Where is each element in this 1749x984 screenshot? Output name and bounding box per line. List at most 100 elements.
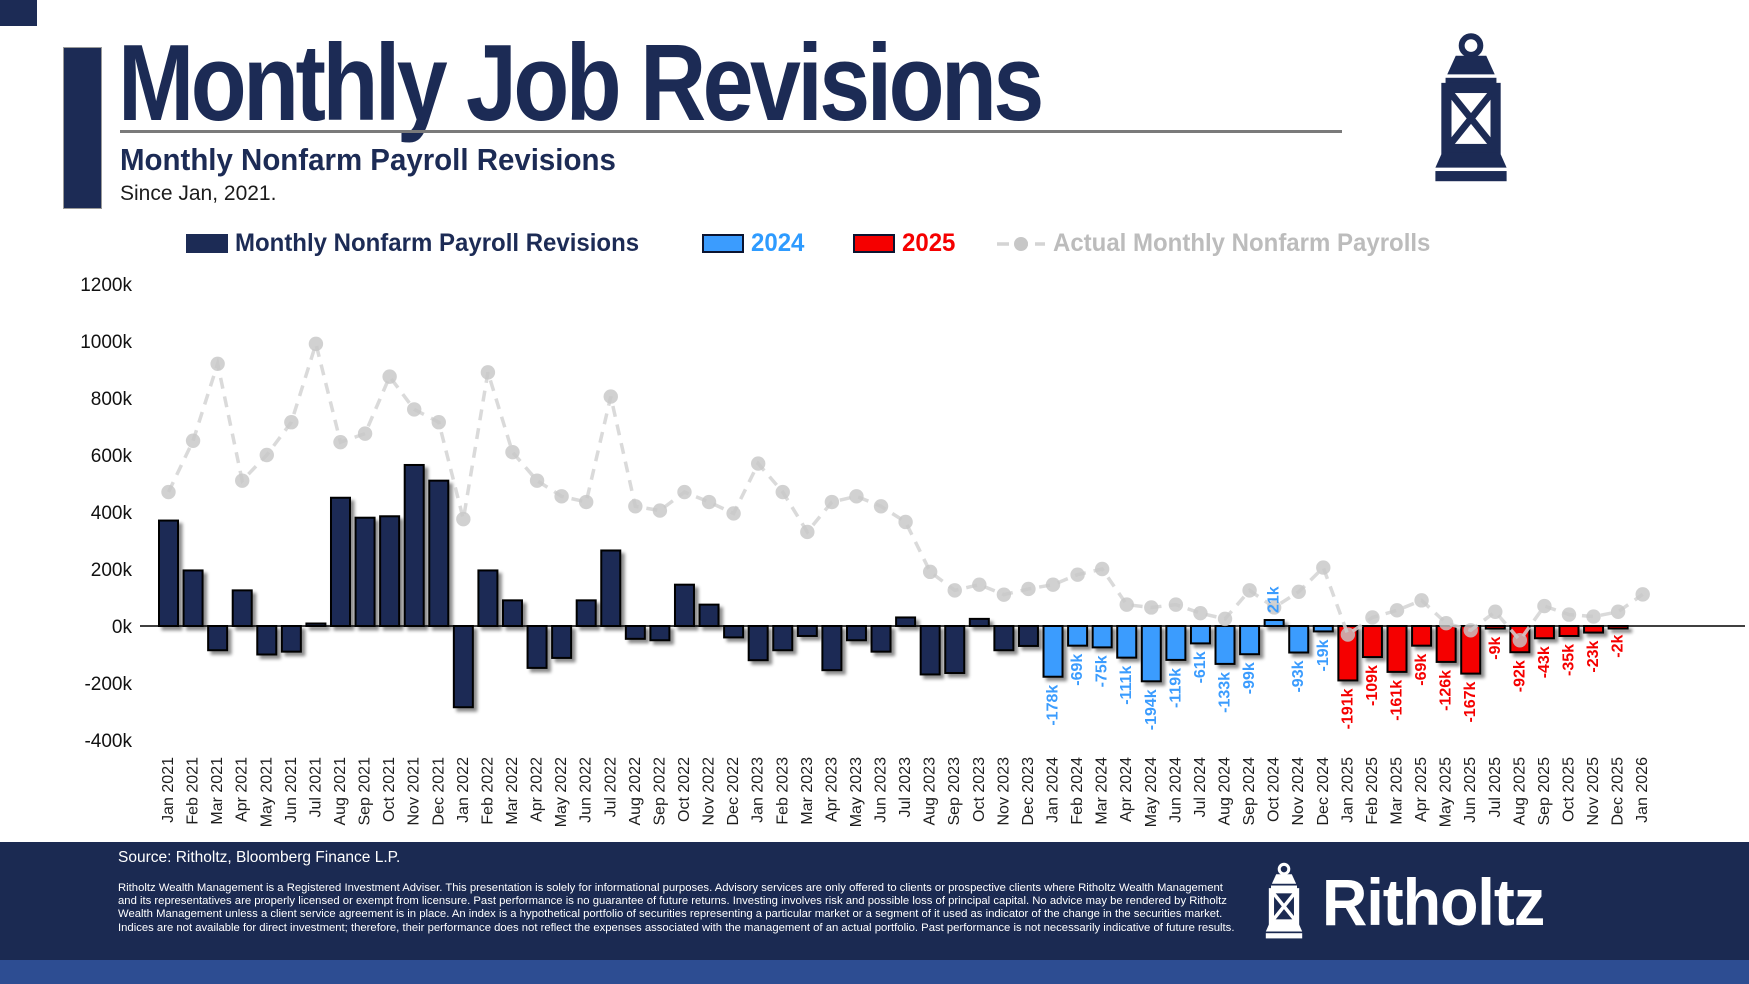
bar-value-label: -111k (1118, 666, 1135, 705)
bar-value-label: -69k (1069, 654, 1086, 686)
page-title: Monthly Job Revisions (118, 23, 1044, 144)
revision-bar (403, 463, 425, 627)
bar-value-label: -19k (1315, 639, 1332, 671)
bar-value-label: -178k (1045, 685, 1062, 726)
bar-value-label: -191k (1339, 688, 1356, 729)
actual-payrolls-dot (505, 444, 520, 460)
actual-payrolls-dot (480, 365, 496, 380)
x-axis-month-label: Jan 2023 (750, 757, 767, 823)
actual-payrolls-dot (456, 511, 471, 527)
x-axis-month-label: Feb 2025 (1364, 757, 1381, 825)
revision-bar (231, 589, 253, 627)
revision-bar (845, 625, 867, 642)
x-axis-month-label: Oct 2021 (381, 757, 398, 822)
legend-actual-label: Actual Monthly Nonfarm Payrolls (1053, 229, 1431, 257)
source-text: Source: Ritholtz, Bloomberg Finance L.P. (118, 849, 401, 866)
actual-payrolls-dot (628, 499, 643, 514)
x-axis-month-label: Mar 2021 (209, 757, 226, 825)
actual-payrolls-dot (161, 484, 176, 500)
x-axis-month-label: Oct 2025 (1560, 757, 1577, 822)
revision-bar (1607, 625, 1629, 630)
actual-payrolls-dot (431, 415, 446, 430)
x-axis-month-label: Aug 2022 (627, 757, 644, 826)
revision-bar (1533, 625, 1555, 640)
actual-payrolls-dot (1340, 627, 1356, 642)
actual-payrolls-dot (1316, 560, 1331, 575)
bars-group (158, 463, 1629, 709)
revision-bar (182, 569, 204, 627)
revision-bar (1067, 625, 1089, 647)
x-axis-month-label: Jun 2023 (873, 757, 890, 823)
lantern-logo-icon (1435, 33, 1507, 182)
x-axis-month-label: Jun 2022 (578, 757, 595, 823)
actual-payrolls-dot (529, 473, 545, 488)
revision-bar (1017, 625, 1039, 647)
x-axis-month-label: Sep 2023 (946, 757, 963, 826)
actual-payrolls-dot (701, 494, 717, 510)
revision-bar (1042, 625, 1064, 678)
actual-payrolls-dot (652, 503, 668, 518)
actual-payrolls-dot (849, 489, 864, 504)
actual-payrolls-dot (726, 506, 741, 521)
bar-value-label: -2k (1610, 634, 1627, 657)
x-axis-month-label: Sep 2021 (357, 757, 374, 826)
actual-payrolls-dot (1168, 597, 1184, 612)
revision-bar (919, 625, 941, 676)
bar-value-label: -194k (1143, 689, 1160, 730)
revision-bar (1288, 625, 1310, 654)
revision-bar (895, 616, 917, 628)
actual-payrolls-dot (750, 456, 766, 471)
revision-bar (305, 622, 327, 627)
y-axis-tick-label: -400k (84, 731, 132, 752)
revision-bar (526, 625, 548, 669)
chart-legend: Monthly Nonfarm Payroll Revisions 2024 2… (186, 229, 1446, 258)
legend-item-2024: 2024 (701, 229, 807, 258)
bar-value-label: -99k (1241, 662, 1258, 694)
revision-bar (870, 625, 892, 653)
actual-payrolls-dot (1512, 633, 1528, 648)
actual-payrolls-dot (407, 402, 422, 417)
actual-payrolls-dot (210, 356, 225, 371)
actual-payrolls-dot (235, 473, 250, 488)
x-axis-month-label: Oct 2023 (971, 757, 988, 822)
revision-bar (379, 515, 401, 628)
legend-revisions-label: Monthly Nonfarm Payroll Revisions (235, 229, 640, 257)
corner-accent-box (0, 0, 37, 26)
actual-payrolls-dot (996, 587, 1012, 602)
revision-bar (1484, 625, 1506, 630)
x-axis-month-label: Sep 2022 (651, 757, 668, 826)
x-axis-month-label: Mar 2022 (504, 757, 521, 825)
y-axis-tick-label: 1000k (80, 332, 132, 353)
actual-payrolls-dot (1144, 600, 1159, 615)
x-axis-month-label: Apr 2023 (823, 757, 840, 822)
actual-payrolls-dot (922, 564, 938, 580)
chart-subtitle: Since Jan, 2021. (120, 182, 277, 205)
bar-value-label: -69k (1413, 654, 1430, 686)
revision-bar (1140, 625, 1162, 683)
actual-payrolls-dot (1266, 600, 1282, 615)
x-axis-month-label: Aug 2023 (922, 757, 939, 826)
actual-payrolls-dot (578, 494, 594, 510)
x-axis-month-label: Jan 2026 (1634, 757, 1651, 823)
swatch-2025 (852, 234, 895, 253)
footer-brand: Ritholtz (1258, 862, 1556, 942)
y-axis-tick-label: 600k (91, 446, 133, 467)
revision-bar (796, 625, 818, 637)
x-axis-month-label: Dec 2024 (1315, 757, 1332, 826)
revision-bar (747, 625, 769, 662)
revision-bar (968, 617, 990, 627)
revision-bar (1583, 625, 1605, 634)
brand-name: Ritholtz (1322, 865, 1545, 939)
actual-payrolls-dot (1586, 609, 1601, 624)
footer-lantern-icon (1265, 862, 1303, 939)
actual-payrolls-dot (1561, 607, 1577, 622)
actual-payrolls-dot (259, 447, 274, 463)
revision-bar (821, 625, 843, 672)
x-axis-month-label: May 2021 (258, 757, 275, 827)
revision-bar (1386, 625, 1408, 673)
actual-payrolls-dot (1217, 611, 1233, 627)
title-accent-bar (63, 47, 102, 209)
x-axis-month-label: Apr 2021 (234, 757, 251, 822)
revision-bar (501, 599, 523, 627)
actual-payrolls-dot (1291, 584, 1306, 599)
